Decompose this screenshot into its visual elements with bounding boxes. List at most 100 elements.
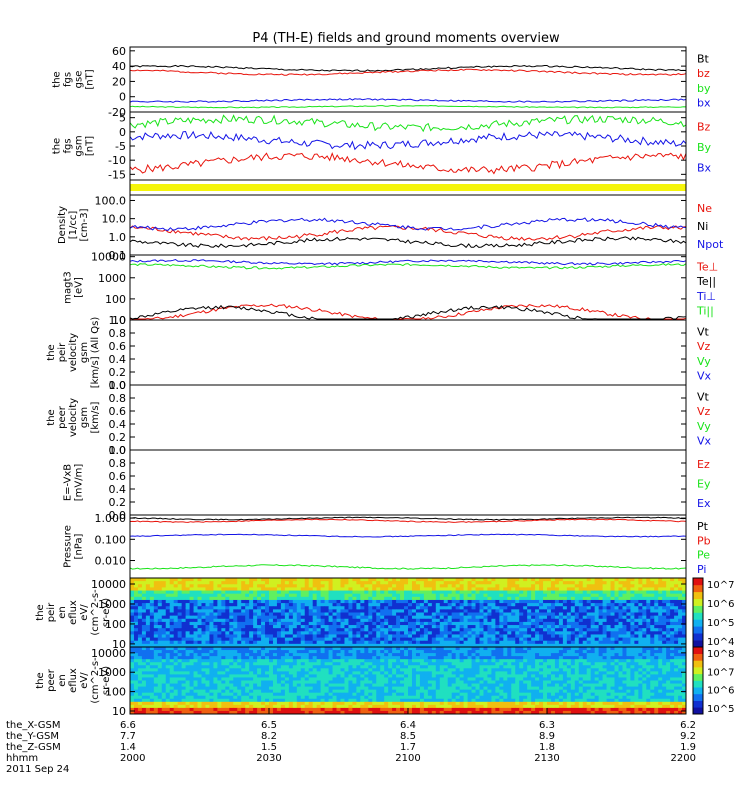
heatmap-cell (666, 662, 671, 666)
heatmap-cell (280, 643, 286, 648)
heatmap-cell (662, 659, 667, 663)
heatmap-cell (459, 615, 464, 620)
heatmap-cell (499, 671, 504, 675)
heatmap-cell (348, 593, 353, 598)
heatmap-cell (558, 578, 564, 582)
heatmap-cell (157, 606, 163, 610)
heatmap-cell (495, 665, 500, 669)
heatmap-cell (153, 578, 159, 582)
heatmap-cell (471, 662, 476, 666)
heatmap-cell (574, 603, 580, 607)
heatmap-cell (368, 662, 373, 666)
heatmap-cell (582, 625, 588, 629)
heatmap-cell (300, 606, 306, 610)
heatmap-cell (332, 650, 337, 654)
heatmap-cell (463, 656, 468, 660)
heatmap-cell (479, 593, 484, 598)
heatmap-cell (137, 584, 143, 588)
heatmap-cell (189, 634, 194, 638)
heatmap-cell (678, 609, 683, 613)
heatmap-cell (153, 653, 159, 657)
heatmap-cell (261, 618, 266, 623)
heatmap-cell (253, 612, 258, 617)
y-axis-label: magt3 (63, 271, 74, 304)
legend-label: Vt (697, 390, 710, 403)
heatmap-cell (364, 596, 369, 601)
heatmap-cell (276, 656, 282, 660)
heatmap-cell (483, 606, 488, 610)
heatmap-cell (435, 587, 441, 591)
heatmap-cell (217, 581, 222, 585)
heatmap-cell (284, 637, 290, 642)
heatmap-cell (674, 612, 679, 617)
heatmap-cell (459, 584, 464, 588)
heatmap-cell (423, 662, 429, 666)
heatmap-cell (185, 640, 190, 645)
heatmap-cell (582, 584, 588, 588)
heatmap-cell (185, 647, 190, 651)
heatmap-cell (280, 656, 286, 660)
heatmap-cell (372, 677, 377, 681)
heatmap-cell (209, 650, 214, 654)
heatmap-cell (384, 668, 389, 672)
heatmap-cell (372, 643, 377, 648)
heatmap-cell (638, 618, 643, 623)
heatmap-cell (435, 650, 441, 654)
heatmap-cell (662, 637, 667, 642)
heatmap-cell (189, 662, 194, 666)
heatmap-cell (554, 656, 560, 660)
heatmap-cell (157, 647, 163, 651)
heatmap-cell (515, 643, 520, 648)
heatmap-cell (674, 653, 679, 657)
heatmap-cell (141, 634, 147, 638)
heatmap-cell (205, 584, 210, 588)
heatmap-cell (173, 578, 179, 582)
heatmap-cell (515, 599, 520, 604)
heatmap-cell (284, 650, 290, 654)
heatmap-cell (431, 596, 437, 601)
heatmap-cell (249, 662, 254, 666)
heatmap-cell (280, 662, 286, 666)
heatmap-cell (539, 612, 544, 617)
heatmap-cell (384, 653, 389, 657)
heatmap-cell (463, 615, 468, 620)
heatmap-cell (479, 647, 484, 651)
heatmap-cell (133, 653, 139, 657)
heatmap-cell (622, 662, 627, 666)
heatmap-cell (336, 674, 341, 678)
heatmap-cell (614, 634, 619, 638)
heatmap-cell (209, 615, 214, 620)
heatmap-cell (404, 674, 409, 678)
heatmap-cell (360, 662, 365, 666)
heatmap-cell (380, 581, 385, 585)
heatmap-cell (614, 677, 619, 681)
heatmap-cell (678, 650, 683, 654)
heatmap-cell (320, 615, 325, 620)
heatmap-cell (312, 677, 318, 681)
heatmap-cell (666, 653, 671, 657)
heatmap-cell (507, 650, 512, 654)
heatmap-cell (523, 674, 528, 678)
heatmap-cell (249, 674, 254, 678)
heatmap-cell (479, 596, 484, 601)
heatmap-cell (618, 609, 623, 613)
heatmap-cell (272, 674, 278, 678)
heatmap-cell (666, 656, 671, 660)
heatmap-cell (157, 584, 163, 588)
heatmap-cell (483, 680, 488, 684)
heatmap-cell (344, 621, 349, 626)
heatmap-cell (205, 656, 210, 660)
heatmap-cell (265, 578, 270, 582)
heatmap-cell (642, 665, 647, 669)
heatmap-cell (487, 637, 492, 642)
heatmap-cell (586, 603, 592, 607)
heatmap-cell (547, 637, 552, 642)
series-line-pt (129, 516, 687, 521)
heatmap-cell (459, 677, 464, 681)
heatmap-cell (439, 618, 445, 623)
heatmap-cell (451, 615, 457, 620)
heatmap-cell (185, 599, 190, 604)
heatmap-cell (594, 612, 600, 617)
heatmap-cell (245, 584, 250, 588)
heatmap-cell (682, 671, 687, 675)
